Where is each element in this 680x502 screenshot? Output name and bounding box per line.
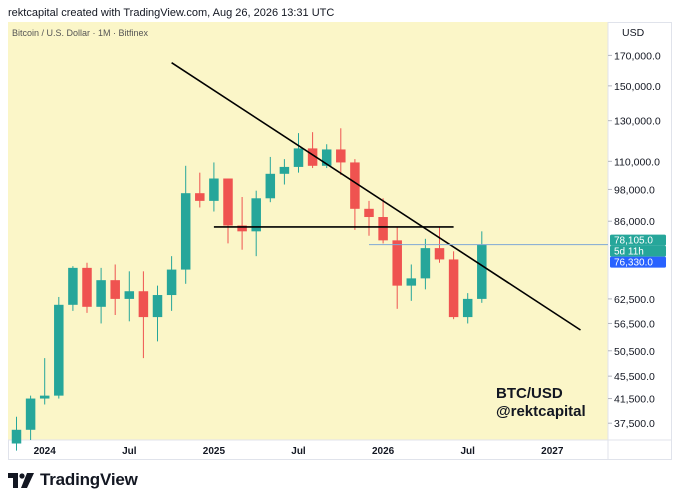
- price-badge: [610, 256, 666, 268]
- x-tick-label: Jul: [460, 446, 475, 457]
- price-badge-label: 5d 11h: [614, 247, 644, 258]
- x-tick-label: 2027: [541, 446, 564, 457]
- candle-body-down: [237, 225, 247, 232]
- candle-body-up: [25, 398, 36, 430]
- candle-body-up: [166, 269, 177, 296]
- candles-group: [11, 128, 487, 451]
- chart-header-caption: rektcapital created with TradingView.com…: [8, 7, 335, 19]
- watermark-symbol: BTC/USD: [496, 385, 563, 402]
- candle-body-down: [82, 267, 92, 307]
- candle-body-up: [279, 166, 290, 174]
- price-badge: [610, 245, 666, 257]
- y-tick-label: 37,500.0: [614, 418, 655, 430]
- candle-body-up: [477, 244, 487, 299]
- candle-body-up: [124, 291, 135, 299]
- candle-body-up: [293, 148, 304, 167]
- candle-body-down: [223, 178, 233, 226]
- price-badge-label: 78,105.0: [614, 236, 653, 247]
- candle-body-down: [138, 291, 149, 318]
- candle-body-down: [110, 280, 120, 299]
- btc-monthly-candlestick-chart[interactable]: Bitcoin / U.S. Dollar · 1M · Bitfinex US…: [8, 22, 672, 460]
- candle-body-up: [265, 173, 276, 199]
- candle-body-up: [68, 267, 78, 305]
- y-tick-label: 170,000.0: [614, 50, 661, 62]
- candle-body-down: [378, 217, 388, 241]
- x-tick-label: 2024: [34, 446, 57, 457]
- tradingview-brand: TradingView: [40, 470, 138, 489]
- candle-body-up: [11, 429, 22, 444]
- candle-body-up: [251, 198, 261, 232]
- candle-body-down: [307, 148, 318, 166]
- annotations-group: [171, 61, 608, 331]
- candle-body-down: [195, 193, 205, 201]
- candle-body-up: [39, 395, 50, 399]
- y-tick-label: 45,500.0: [614, 371, 655, 383]
- y-tick-label: 62,500.0: [614, 294, 655, 306]
- price-axis[interactable]: 37,500.0 41,500.0 45,500.0 50,500.0 56,500.0…: [608, 50, 661, 430]
- footer-branding: TradingView: [8, 468, 138, 492]
- candle-body-up: [152, 295, 163, 318]
- x-tick-label: 2025: [203, 446, 226, 457]
- candle-body-up: [180, 193, 191, 270]
- currency-label: USD: [622, 27, 645, 39]
- price-badge-label: 76,330.0: [614, 258, 653, 269]
- candle-body-up: [420, 248, 431, 279]
- candle-body-up: [462, 298, 473, 318]
- x-tick-label: Jul: [122, 446, 137, 457]
- candle-body-up: [96, 280, 106, 307]
- y-tick-label: 98,000.0: [614, 184, 655, 196]
- y-tick-label: 41,500.0: [614, 394, 655, 406]
- watermark-author: @rektcapital: [496, 403, 586, 420]
- tradingview-logo-icon: [8, 472, 34, 488]
- candle-body-down: [336, 149, 346, 163]
- candle-body-down: [448, 259, 459, 318]
- price-badge: [610, 234, 666, 246]
- y-tick-label: 86,000.0: [614, 216, 655, 228]
- x-tick-label: Jul: [291, 446, 306, 457]
- time-axis[interactable]: 2024 Jul 2025 Jul 2026 Jul 2027: [34, 446, 564, 457]
- candle-body-down: [364, 208, 374, 218]
- chart-title: Bitcoin / U.S. Dollar · 1M · Bitfinex: [12, 28, 149, 38]
- candle-body-up: [406, 278, 417, 286]
- candle-body-up: [321, 149, 332, 166]
- candle-body-down: [350, 162, 360, 209]
- y-tick-label: 130,000.0: [614, 116, 661, 128]
- candle-body-up: [209, 178, 219, 201]
- x-tick-label: 2026: [372, 446, 395, 457]
- plot-background: [8, 22, 608, 440]
- y-tick-label: 56,500.0: [614, 318, 655, 330]
- y-tick-label: 50,500.0: [614, 346, 655, 358]
- candle-body-down: [392, 240, 402, 286]
- candle-body-up: [54, 304, 64, 396]
- y-tick-label: 150,000.0: [614, 81, 661, 93]
- descending-trendline: [171, 61, 581, 331]
- candle-body-down: [434, 248, 445, 260]
- y-tick-label: 110,000.0: [614, 156, 660, 168]
